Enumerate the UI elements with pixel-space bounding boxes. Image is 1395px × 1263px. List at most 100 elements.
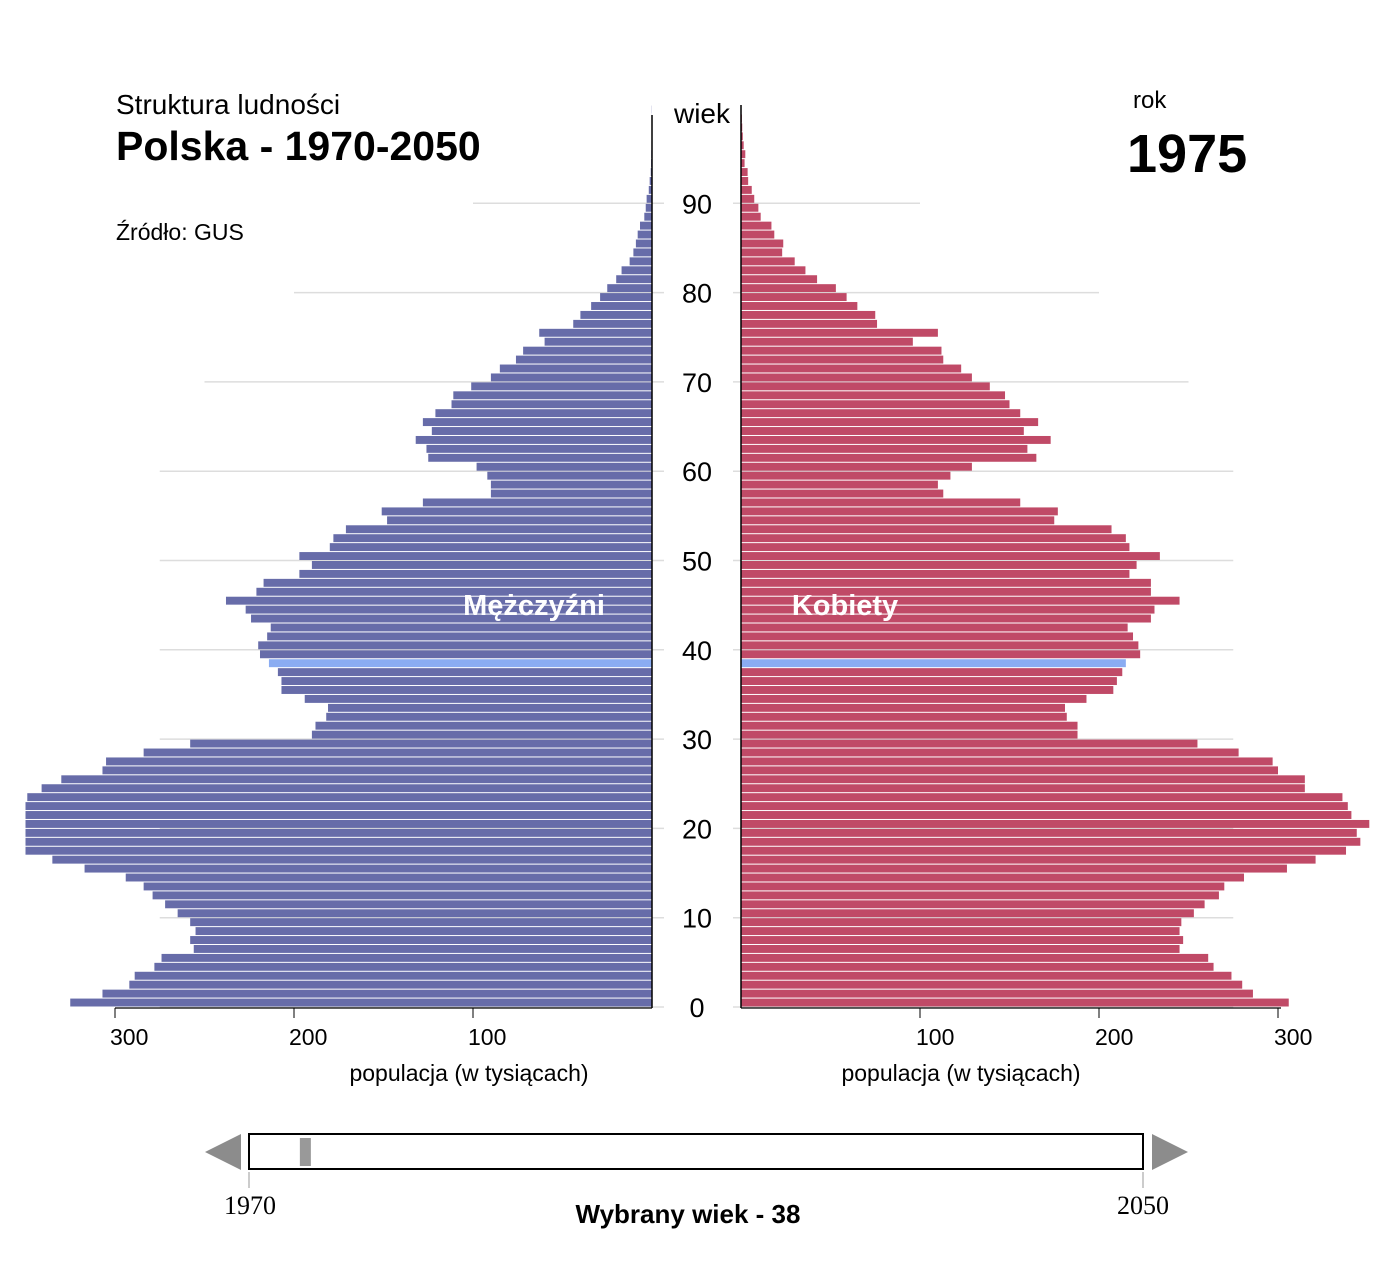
bar-female-age-87[interactable] bbox=[741, 222, 771, 230]
year-slider-thumb[interactable] bbox=[300, 1138, 311, 1166]
bar-male-age-70[interactable] bbox=[491, 373, 652, 381]
bar-male-age-48[interactable] bbox=[299, 570, 652, 578]
bar-female-age-82[interactable] bbox=[741, 266, 805, 274]
bar-male-age-74[interactable] bbox=[545, 338, 652, 346]
bar-female-age-22[interactable] bbox=[741, 802, 1348, 810]
bar-female-age-57[interactable] bbox=[741, 490, 943, 498]
bar-female-age-90[interactable] bbox=[741, 195, 754, 203]
bar-male-age-62[interactable] bbox=[426, 445, 652, 453]
bar-male-age-69[interactable] bbox=[471, 382, 652, 390]
bar-female-age-79[interactable] bbox=[741, 293, 847, 301]
bar-male-age-0[interactable] bbox=[70, 999, 652, 1007]
bar-male-age-80[interactable] bbox=[607, 284, 652, 292]
bar-female-age-1[interactable] bbox=[741, 990, 1253, 998]
bar-female-age-11[interactable] bbox=[741, 900, 1205, 908]
bar-male-age-81[interactable] bbox=[616, 275, 652, 283]
bar-male-age-40[interactable] bbox=[258, 641, 652, 649]
bar-female-age-30[interactable] bbox=[741, 731, 1078, 739]
bar-female-age-36[interactable] bbox=[741, 677, 1117, 685]
bar-male-age-14[interactable] bbox=[126, 874, 652, 882]
triangle-right-icon[interactable] bbox=[1152, 1134, 1188, 1170]
bar-male-age-59[interactable] bbox=[487, 472, 652, 480]
bar-female-age-93[interactable] bbox=[741, 168, 748, 176]
bar-male-age-16[interactable] bbox=[52, 856, 652, 864]
bar-female-age-26[interactable] bbox=[741, 766, 1278, 774]
bar-female-age-67[interactable] bbox=[741, 400, 1010, 408]
bar-female-age-9[interactable] bbox=[741, 918, 1181, 926]
bar-female-age-41[interactable] bbox=[741, 632, 1133, 640]
bar-male-age-79[interactable] bbox=[600, 293, 652, 301]
bar-female-age-63[interactable] bbox=[741, 436, 1051, 444]
bar-male-age-61[interactable] bbox=[428, 454, 652, 462]
bar-female-age-2[interactable] bbox=[741, 981, 1242, 989]
bar-male-age-90[interactable] bbox=[647, 195, 652, 203]
bar-female-age-49[interactable] bbox=[741, 561, 1137, 569]
bar-female-age-76[interactable] bbox=[741, 320, 877, 328]
bar-male-age-71[interactable] bbox=[500, 365, 652, 373]
bar-male-age-49[interactable] bbox=[312, 561, 652, 569]
bar-female-age-15[interactable] bbox=[741, 865, 1287, 873]
bar-female-age-80[interactable] bbox=[741, 284, 836, 292]
bar-male-age-24[interactable] bbox=[42, 784, 652, 792]
bar-female-age-47[interactable] bbox=[741, 579, 1151, 587]
bar-female-age-32[interactable] bbox=[741, 713, 1067, 721]
bar-male-age-10[interactable] bbox=[178, 909, 652, 917]
bar-female-age-84[interactable] bbox=[741, 248, 782, 256]
bar-male-age-55[interactable] bbox=[382, 507, 652, 515]
bar-female-age-37[interactable] bbox=[741, 668, 1122, 676]
bar-female-age-59[interactable] bbox=[741, 472, 950, 480]
bar-female-age-24[interactable] bbox=[741, 784, 1305, 792]
bar-male-age-63[interactable] bbox=[416, 436, 652, 444]
bar-female-age-56[interactable] bbox=[741, 498, 1020, 506]
bar-male-age-36[interactable] bbox=[281, 677, 652, 685]
bar-female-age-86[interactable] bbox=[741, 231, 774, 239]
bar-male-age-83[interactable] bbox=[630, 257, 652, 265]
bar-female-age-25[interactable] bbox=[741, 775, 1305, 783]
bar-male-age-15[interactable] bbox=[85, 865, 652, 873]
bar-female-age-38[interactable] bbox=[741, 659, 1126, 667]
bar-male-age-17[interactable] bbox=[26, 847, 653, 855]
bar-female-age-89[interactable] bbox=[741, 204, 758, 212]
bar-female-age-0[interactable] bbox=[741, 999, 1289, 1007]
bar-female-age-71[interactable] bbox=[741, 365, 961, 373]
bar-male-age-7[interactable] bbox=[190, 936, 652, 944]
bar-male-age-64[interactable] bbox=[432, 427, 652, 435]
bar-female-age-5[interactable] bbox=[741, 954, 1208, 962]
bar-female-age-54[interactable] bbox=[741, 516, 1054, 524]
bar-male-age-25[interactable] bbox=[61, 775, 652, 783]
bar-female-age-18[interactable] bbox=[741, 838, 1360, 846]
bar-male-age-73[interactable] bbox=[523, 347, 652, 355]
bar-female-age-72[interactable] bbox=[741, 356, 943, 364]
bar-male-age-77[interactable] bbox=[580, 311, 652, 319]
bar-male-age-35[interactable] bbox=[281, 686, 652, 694]
bar-female-age-14[interactable] bbox=[741, 874, 1244, 882]
bar-male-age-12[interactable] bbox=[153, 891, 652, 899]
bar-female-age-83[interactable] bbox=[741, 257, 795, 265]
bar-female-age-60[interactable] bbox=[741, 463, 972, 471]
bar-male-age-47[interactable] bbox=[264, 579, 652, 587]
bar-male-age-85[interactable] bbox=[636, 240, 652, 248]
bar-male-age-18[interactable] bbox=[26, 838, 653, 846]
bar-male-age-66[interactable] bbox=[435, 409, 652, 417]
bar-female-age-21[interactable] bbox=[741, 811, 1351, 819]
bar-male-age-84[interactable] bbox=[633, 248, 652, 256]
bar-female-age-62[interactable] bbox=[741, 445, 1027, 453]
bar-male-age-29[interactable] bbox=[190, 740, 652, 748]
bar-female-age-55[interactable] bbox=[741, 507, 1058, 515]
bar-female-age-6[interactable] bbox=[741, 945, 1180, 953]
bar-male-age-6[interactable] bbox=[194, 945, 652, 953]
bar-male-age-56[interactable] bbox=[423, 498, 652, 506]
bar-female-age-75[interactable] bbox=[741, 329, 938, 337]
bar-female-age-13[interactable] bbox=[741, 882, 1224, 890]
bar-male-age-27[interactable] bbox=[106, 757, 652, 765]
bar-male-age-57[interactable] bbox=[491, 490, 652, 498]
bar-female-age-78[interactable] bbox=[741, 302, 857, 310]
bar-female-age-29[interactable] bbox=[741, 740, 1197, 748]
bar-female-age-51[interactable] bbox=[741, 543, 1129, 551]
bar-female-age-85[interactable] bbox=[741, 240, 783, 248]
bar-male-age-31[interactable] bbox=[315, 722, 652, 730]
year-slider-track[interactable] bbox=[249, 1134, 1143, 1169]
bar-male-age-19[interactable] bbox=[26, 829, 653, 837]
bar-male-age-42[interactable] bbox=[271, 624, 652, 632]
bar-male-age-58[interactable] bbox=[491, 481, 652, 489]
